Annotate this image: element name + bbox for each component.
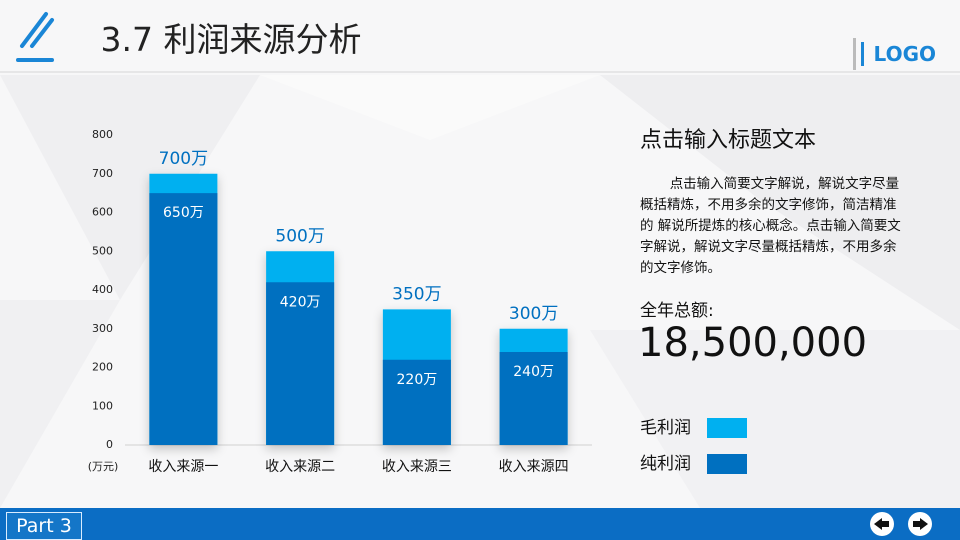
data-label: 350万 [392, 284, 441, 304]
data-label: 420万 [280, 294, 321, 310]
y-tick-label: 800 [92, 128, 113, 141]
footer-bar [0, 508, 960, 540]
y-tick-label: 200 [92, 361, 113, 374]
total-value: 18,500,000 [638, 320, 868, 366]
y-tick-label: 100 [92, 399, 113, 412]
prev-button[interactable] [870, 512, 894, 536]
y-tick-label: 500 [92, 244, 113, 257]
data-label: 220万 [397, 372, 438, 388]
data-label: 700万 [159, 149, 208, 169]
x-tick-label: 收入来源二 [265, 459, 335, 475]
y-unit: (万元) [88, 460, 119, 473]
pencil-icon [16, 12, 54, 62]
data-label: 500万 [275, 226, 324, 246]
data-label: 650万 [163, 205, 204, 221]
legend-swatch [707, 418, 747, 438]
bar [266, 282, 335, 445]
y-tick-label: 400 [92, 283, 113, 296]
x-tick-label: 收入来源三 [382, 459, 452, 475]
nav [870, 512, 932, 536]
total-label: 全年总额: [640, 301, 714, 321]
data-label: 300万 [509, 304, 558, 324]
bar [499, 352, 568, 445]
y-tick-label: 0 [106, 438, 113, 451]
legend-label: 纯利润 [640, 454, 691, 474]
bar [382, 359, 451, 445]
chart: 0 100 200 300 400 500 600 700 800 (万元) 收入来源一 收入来源二 收… [88, 128, 592, 475]
part-label: Part 3 [6, 512, 82, 540]
data-label: 240万 [513, 364, 554, 380]
slide-title: 3.7 利润来源分析 [100, 20, 362, 59]
description: 点击输入简要文字解说，解说文字尽量概括精炼，不用多余的文字修饰，简洁精准的 解说… [640, 176, 901, 276]
y-tick-label: 600 [92, 206, 113, 219]
x-tick-label: 收入来源四 [499, 459, 569, 475]
x-tick-label: 收入来源一 [148, 459, 218, 475]
legend-swatch [707, 454, 747, 474]
logo: LOGO [860, 42, 936, 66]
side-title: 点击输入标题文本 [640, 128, 817, 153]
y-tick-label: 700 [92, 167, 113, 180]
legend-label: 毛利润 [640, 418, 691, 438]
bar [149, 193, 218, 445]
next-button[interactable] [908, 512, 932, 536]
y-tick-label: 300 [92, 322, 113, 335]
